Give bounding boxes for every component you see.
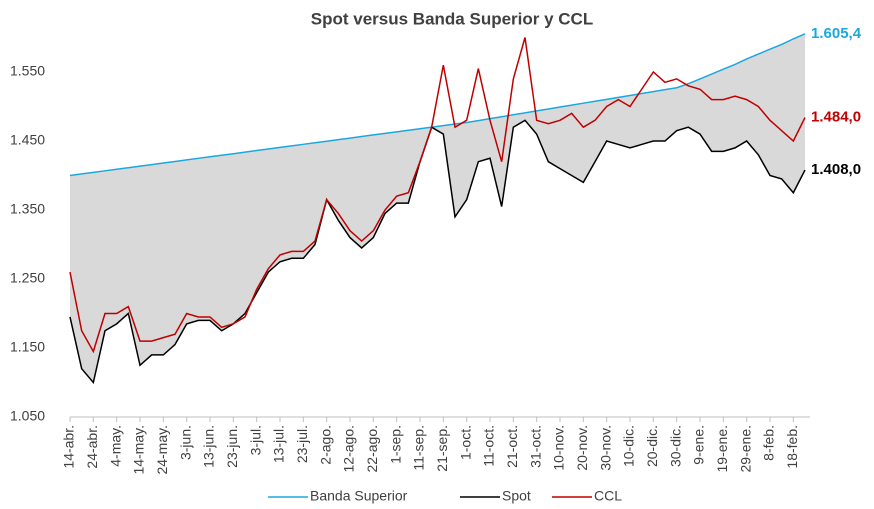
x-tick-label: 2-ago. — [317, 425, 333, 465]
x-tick-label: 11-sep. — [411, 425, 427, 471]
legend-label: Spot — [502, 488, 531, 504]
series-line — [69, 33, 806, 177]
x-tick-label: 19-ene. — [714, 425, 730, 472]
chart-title: Spot versus Banda Superior y CCL — [311, 9, 593, 28]
band-area — [70, 33, 805, 383]
legend-label: Banda Superior — [310, 488, 408, 504]
y-tick-label: 1.550 — [10, 63, 45, 79]
series-line — [69, 119, 806, 385]
x-tick-label: 9-ene. — [691, 425, 707, 465]
x-tick-label: 14-may. — [131, 425, 147, 475]
x-tick-label: 24-abr. — [84, 425, 100, 469]
x-tick-label: 18-feb. — [784, 425, 800, 469]
end-label: 1.484,0 — [811, 109, 861, 126]
series-line — [69, 37, 806, 354]
y-tick-label: 1.250 — [10, 270, 45, 286]
x-tick-label: 22-ago. — [364, 425, 380, 472]
x-tick-label: 13-jul. — [271, 425, 287, 463]
x-tick-label: 20-nov. — [574, 425, 590, 471]
x-tick-label: 24-may. — [154, 425, 170, 475]
x-tick-label: 21-sep. — [434, 425, 450, 472]
x-tick-label: 21-oct. — [504, 425, 520, 468]
x-tick-label: 1-oct. — [457, 425, 473, 460]
x-tick-label: 20-dic. — [644, 425, 660, 467]
end-label: 1.408,0 — [811, 161, 861, 178]
x-tick-label: 3-jun. — [177, 425, 193, 460]
x-tick-label: 8-feb. — [761, 425, 777, 461]
x-tick-label: 1-sep. — [387, 425, 403, 464]
x-tick-label: 23-jun. — [224, 425, 240, 468]
x-tick-label: 14-abr. — [61, 425, 77, 469]
x-tick-label: 12-ago. — [341, 425, 357, 472]
y-tick-label: 1.050 — [10, 408, 45, 424]
y-tick-label: 1.150 — [10, 339, 45, 355]
x-tick-label: 4-may. — [107, 425, 123, 467]
y-tick-label: 1.450 — [10, 132, 45, 148]
legend-label: CCL — [594, 488, 622, 504]
x-tick-label: 23-jul. — [294, 425, 310, 463]
x-tick-label: 30-nov. — [597, 425, 613, 471]
x-tick-label: 3-jul. — [247, 425, 263, 455]
x-tick-label: 31-oct. — [527, 425, 543, 468]
y-tick-label: 1.350 — [10, 201, 45, 217]
end-label: 1.605,4 — [811, 25, 862, 42]
x-tick-label: 13-jun. — [201, 425, 217, 468]
x-tick-label: 30-dic. — [667, 425, 683, 467]
x-tick-label: 10-dic. — [621, 425, 637, 467]
x-tick-label: 29-ene. — [737, 425, 753, 472]
x-tick-label: 10-nov. — [551, 425, 567, 471]
x-tick-label: 11-oct. — [481, 425, 497, 467]
